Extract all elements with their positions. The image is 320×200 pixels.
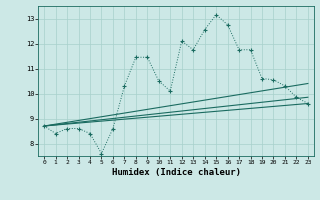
X-axis label: Humidex (Indice chaleur): Humidex (Indice chaleur) <box>111 168 241 177</box>
